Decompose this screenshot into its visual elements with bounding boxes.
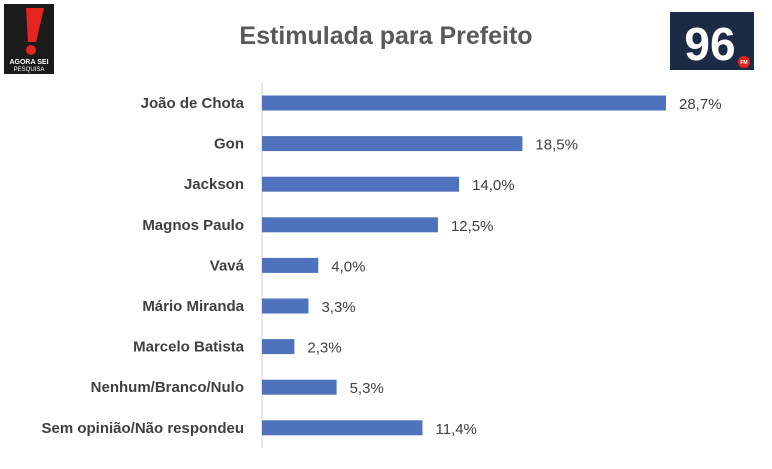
- logo-right-text: 96: [684, 18, 735, 70]
- value-label: 14,0%: [472, 177, 515, 194]
- value-label: 11,4%: [435, 421, 476, 438]
- bar: [262, 176, 460, 192]
- logo-left-text-2: PESQUISA: [14, 67, 45, 73]
- agora-sei-logo: AGORA SEI PESQUISA: [4, 4, 54, 74]
- category-label: Mário Miranda: [142, 298, 244, 315]
- category-label: João de Chota: [141, 95, 245, 112]
- bar: [262, 379, 337, 395]
- category-label: Magnos Paulo: [142, 217, 244, 234]
- value-label: 3,3%: [321, 299, 355, 316]
- bar: [262, 136, 523, 152]
- value-label: 4,0%: [331, 258, 365, 275]
- logo-left-text-1: AGORA SEI: [9, 59, 48, 66]
- logo-right-sub: FM: [740, 60, 747, 66]
- bar: [262, 339, 295, 355]
- value-label: 18,5%: [535, 137, 578, 154]
- category-label: Sem opinião/Não respondeu: [41, 420, 244, 437]
- value-label: 2,3%: [307, 340, 341, 357]
- value-label: 12,5%: [451, 218, 494, 235]
- category-label: Marcelo Batista: [133, 339, 245, 356]
- bar: [262, 217, 438, 233]
- radio-96-logo: 96 FM: [670, 12, 754, 70]
- category-label: Gon: [214, 136, 244, 153]
- value-label: 28,7%: [679, 96, 722, 113]
- category-label: Nenhum/Branco/Nulo: [91, 379, 244, 396]
- chart-title: Estimulada para Prefeito: [239, 22, 533, 50]
- bar: [262, 298, 309, 314]
- category-label: Vavá: [210, 257, 245, 274]
- category-label: Jackson: [184, 176, 244, 193]
- value-label: 5,3%: [350, 380, 384, 397]
- bar: [262, 95, 666, 111]
- bars-group: João de Chota 28,7% Gon 18,5% Jackson 14,0% Ma…: [41, 95, 721, 438]
- bar: [262, 420, 423, 436]
- bar: [262, 257, 319, 273]
